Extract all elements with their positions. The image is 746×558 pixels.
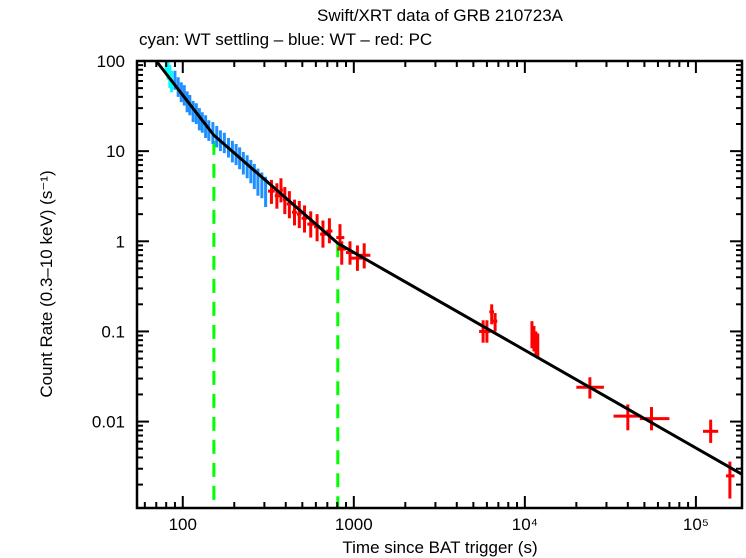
model-line [155,60,743,476]
y-tick-labels: 100 10 1 0.1 0.01 [92,52,125,432]
y-tick-label: 0.1 [101,322,125,341]
data-point [241,151,245,175]
data-point [274,183,280,209]
data-point [249,159,253,184]
plot-frame [135,59,744,510]
data-point [702,419,719,443]
axis-ticks [137,60,742,508]
x-axis-label: Time since BAT trigger (s) [342,538,537,557]
y-tick-label: 100 [97,52,125,71]
x-tick-labels: 100 1000 10⁴ 10⁵ [169,515,709,534]
x-tick-label: 1000 [335,515,373,534]
data-point [245,155,249,179]
data-point [326,218,333,244]
data-point [252,164,256,190]
data-point [296,200,302,229]
break-lines [212,140,340,508]
data-points [164,61,735,499]
data-point [301,205,308,233]
data-point [279,178,283,203]
y-tick-label: 1 [116,232,125,251]
data-point [492,313,498,332]
model-fit [155,60,743,476]
y-tick-label: 0.01 [92,413,125,432]
data-point [489,304,494,325]
x-tick-label: 100 [169,515,197,534]
chart-title: Swift/XRT data of GRB 210723A [317,6,564,25]
data-point [536,333,540,359]
chart-subtitle: cyan: WT settling – blue: WT – red: PC [139,30,432,49]
x-tick-label: 10⁴ [512,515,538,534]
data-point [282,187,287,215]
data-point [307,211,314,238]
x-tick-label: 10⁵ [683,515,709,534]
data-point [350,245,363,271]
y-tick-label: 10 [106,142,125,161]
y-axis-label: Count Rate (0.3–10 keV) (s⁻¹) [37,170,56,397]
data-point [286,191,292,219]
